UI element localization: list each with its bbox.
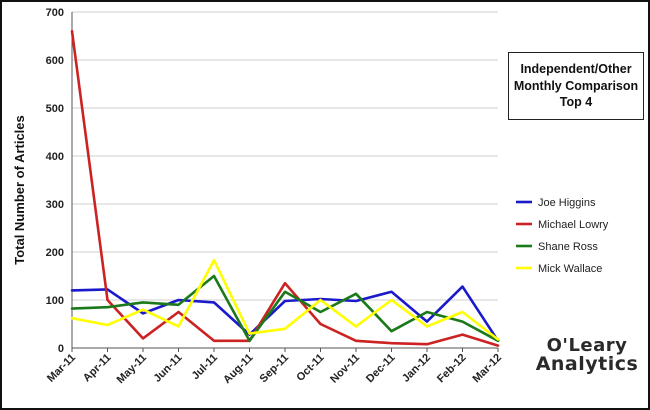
legend-label: Joe Higgins xyxy=(538,197,596,209)
logo-line-2: Analytics xyxy=(535,352,639,375)
legend-label: Shane Ross xyxy=(538,241,598,253)
x-tick-label: Mar-11 xyxy=(45,352,78,385)
series-line-michael-lowry xyxy=(70,29,500,347)
y-tick-label: 600 xyxy=(46,55,64,67)
series-line-joe-higgins xyxy=(70,285,500,343)
x-tick-label: Sep-11 xyxy=(258,352,292,386)
logo-line-1: O'Leary xyxy=(546,334,628,356)
y-tick-label: 0 xyxy=(58,343,64,355)
x-tick-label: Aug-11 xyxy=(221,352,255,386)
chart-title-line-3: Top 4 xyxy=(559,95,593,110)
x-tick-label: May-11 xyxy=(115,352,149,386)
series-line-mick-wallace xyxy=(70,258,500,341)
oleary-analytics-logo: O'Leary Analytics xyxy=(532,330,642,380)
chart-title-line-2: Monthly Comparison xyxy=(513,78,639,93)
chart-title-line-1: Independent/Other xyxy=(520,61,632,76)
x-tick-label: Feb-12 xyxy=(435,352,469,386)
y-tick-label: 700 xyxy=(46,7,64,19)
y-tick-label: 300 xyxy=(46,199,64,211)
y-tick-label: 400 xyxy=(46,151,64,163)
x-tick-label: Nov-11 xyxy=(328,352,362,386)
x-tick-label: Mar-12 xyxy=(471,352,505,386)
x-tick-label: Jul-11 xyxy=(190,352,221,383)
y-tick-label: 200 xyxy=(46,247,64,259)
chart-title-box: Independent/Other Monthly Comparison Top… xyxy=(508,52,644,120)
x-tick-label: Apr-11 xyxy=(81,352,114,385)
y-axis-label: Total Number of Articles xyxy=(12,115,27,265)
y-tick-label: 500 xyxy=(46,103,64,115)
y-tick-label: 100 xyxy=(46,295,64,307)
x-tick-label: Jun-11 xyxy=(151,352,184,385)
legend-label: Mick Wallace xyxy=(538,263,602,275)
legend-label: Michael Lowry xyxy=(538,219,609,231)
x-tick-label: Dec-11 xyxy=(364,352,398,386)
x-tick-label: Jan-12 xyxy=(400,352,433,385)
series-line-shane-ross xyxy=(70,274,500,343)
x-tick-label: Oct-11 xyxy=(294,352,326,384)
